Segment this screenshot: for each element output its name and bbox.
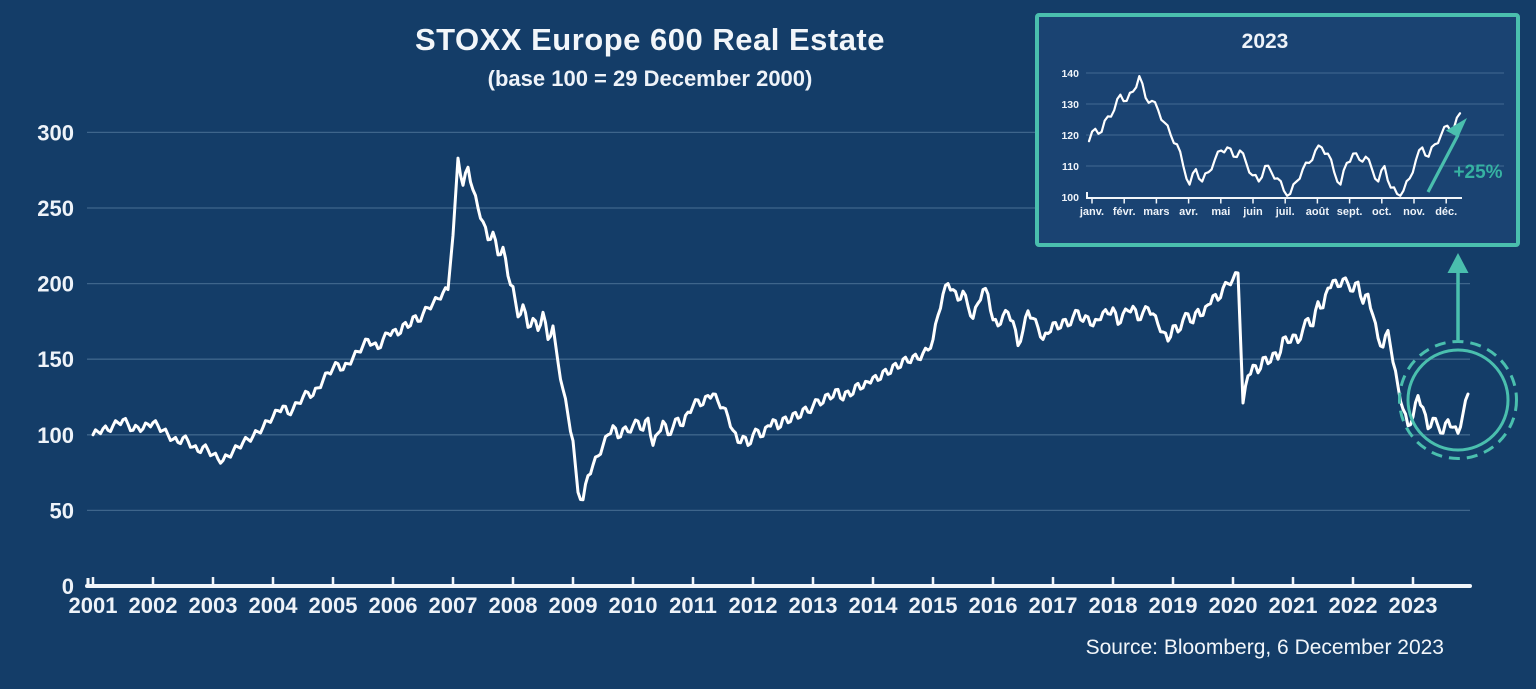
x-tick-label: 2008 (489, 593, 538, 618)
inset-y-tick-label: 140 (1061, 68, 1079, 80)
x-tick-label: 2012 (729, 593, 778, 618)
inset-x-tick-label: déc. (1435, 206, 1457, 218)
highlight-circle (1406, 348, 1510, 452)
inset-title: 2023 (1241, 30, 1289, 53)
x-tick-label: 2021 (1269, 593, 1318, 618)
inset-gain-annotation: +25% (1453, 162, 1503, 183)
inset-x-tick-label: nov. (1403, 206, 1425, 218)
main-series-line (91, 156, 1470, 502)
inset-y-tick-label: 120 (1061, 130, 1079, 142)
inset-x-tick-label: août (1306, 206, 1330, 218)
inset-x-tick-label: avr. (1179, 206, 1198, 218)
chart-title: STOXX Europe 600 Real Estate (414, 22, 886, 57)
inset-y-tick-label: 110 (1062, 161, 1079, 173)
x-tick-label: 2011 (669, 593, 717, 618)
x-tick-label: 2017 (1029, 593, 1078, 618)
x-tick-label: 2007 (429, 593, 478, 618)
arrow-to-inset-head (1447, 253, 1469, 273)
x-tick-label: 2005 (309, 593, 358, 618)
source-label: Source: Bloomberg, 6 December 2023 (1085, 636, 1444, 659)
chart-subtitle: (base 100 = 29 December 2000) (487, 66, 813, 91)
inset-series-line (1087, 75, 1462, 197)
x-tick-label: 2015 (909, 593, 958, 618)
x-tick-label: 2013 (789, 593, 838, 618)
x-tick-label: 2022 (1329, 593, 1378, 618)
inset-panel (1035, 13, 1520, 247)
x-tick-label: 2018 (1089, 593, 1138, 618)
inset-x-tick-label: mai (1211, 206, 1230, 218)
x-tick-label: 2020 (1209, 593, 1258, 618)
y-tick-label: 300 (37, 120, 74, 145)
x-tick-label: 2016 (969, 593, 1018, 618)
x-tick-label: 2019 (1149, 593, 1198, 618)
x-tick-label: 2014 (849, 593, 899, 618)
y-tick-label: 150 (37, 347, 74, 372)
inset-trend-arrow-shaft (1426, 134, 1460, 193)
inset-x-tick-label: juin (1242, 206, 1263, 218)
x-tick-label: 2001 (69, 593, 118, 618)
inset-y-tick-label: 100 (1061, 192, 1079, 204)
inset-x-tick-label: janv. (1079, 206, 1104, 218)
x-tick-label: 2010 (609, 593, 658, 618)
inset-x-tick-label: juil. (1275, 206, 1295, 218)
inset-x-tick-label: mars (1143, 206, 1169, 218)
inset-x-tick-label: sept. (1337, 206, 1363, 218)
inset-x-tick-label: oct. (1372, 206, 1392, 218)
y-tick-label: 200 (37, 272, 74, 297)
x-tick-label: 2003 (189, 593, 238, 618)
inset-trend-arrow-head (1445, 118, 1467, 138)
x-tick-label: 2002 (129, 593, 178, 618)
inset-y-tick-label: 130 (1061, 99, 1079, 111)
x-tick-label: 2009 (549, 593, 598, 618)
highlight-circle-dashed (1398, 340, 1518, 460)
y-tick-label: 250 (37, 196, 74, 221)
y-tick-label: 100 (37, 423, 74, 448)
x-tick-label: 2023 (1389, 593, 1438, 618)
x-tick-label: 2004 (249, 593, 299, 618)
x-tick-label: 2006 (369, 593, 418, 618)
inset-x-tick-label: févr. (1113, 206, 1136, 218)
y-tick-label: 50 (50, 498, 74, 523)
y-tick-label: 0 (62, 574, 74, 599)
